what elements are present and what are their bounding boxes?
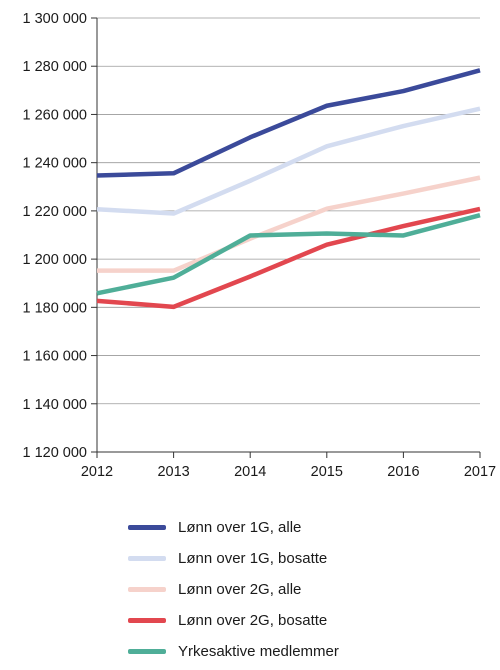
- series-line-3: [97, 175, 481, 273]
- series-line-4: [96, 206, 481, 310]
- y-tick-label: 1 140 000: [22, 397, 87, 413]
- y-tick-label: 1 280 000: [22, 59, 87, 75]
- legend-item: Lønn over 1G, alle: [128, 517, 301, 537]
- series-line-1: [96, 68, 481, 178]
- legend-swatch: [128, 586, 166, 592]
- legend-item: Lønn over 1G, bosatte: [128, 548, 327, 568]
- series-line-5: [96, 213, 481, 296]
- y-tick-label: 1 120 000: [22, 445, 87, 461]
- y-tick-label: 1 300 000: [22, 11, 87, 27]
- line-chart: 1 120 000 1 140 000 1 160 000 1 180 000 1 20…: [22, 11, 496, 480]
- y-tick-label: 1 260 000: [22, 107, 87, 123]
- legend-swatch: [128, 648, 166, 654]
- legend-label: Lønn over 1G, bosatte: [178, 549, 328, 567]
- y-tick-label: 1 160 000: [22, 349, 87, 365]
- legend-item: Yrkesaktive medlemmer: [128, 641, 339, 661]
- legend-label: Yrkesaktive medlemmer: [178, 642, 339, 660]
- x-tick-label: 2016: [387, 464, 419, 480]
- y-tick-label: 1 220 000: [22, 204, 87, 220]
- legend-item: Lønn over 2G, alle: [128, 579, 301, 599]
- legend-label: Lønn over 1G, alle: [178, 518, 302, 536]
- y-axis-tick-labels: 1 120 000 1 140 000 1 160 000 1 180 000 1 20…: [22, 11, 87, 461]
- y-tick-label: 1 180 000: [22, 300, 87, 316]
- x-tick-label: 2015: [311, 464, 343, 480]
- legend-item: Lønn over 2G, bosatte: [128, 610, 327, 630]
- legend-label: Lønn over 2G, bosatte: [178, 611, 328, 629]
- legend-swatch: [128, 555, 166, 561]
- y-tick-label: 1 240 000: [22, 156, 87, 172]
- x-axis-tick-labels: 2012 2013 2014 2015 2016 2017: [81, 464, 496, 480]
- x-tick-label: 2012: [81, 464, 113, 480]
- series-lines: [96, 68, 481, 310]
- legend-swatch: [128, 524, 166, 530]
- axes: [91, 17, 481, 458]
- legend-label: Lønn over 2G, alle: [178, 580, 302, 598]
- x-tick-label: 2017: [464, 464, 496, 480]
- y-tick-label: 1 200 000: [22, 252, 87, 268]
- x-tick-label: 2013: [157, 464, 189, 480]
- legend-swatch: [128, 617, 166, 623]
- series-line-2: [96, 106, 481, 216]
- x-tick-label: 2014: [234, 464, 266, 480]
